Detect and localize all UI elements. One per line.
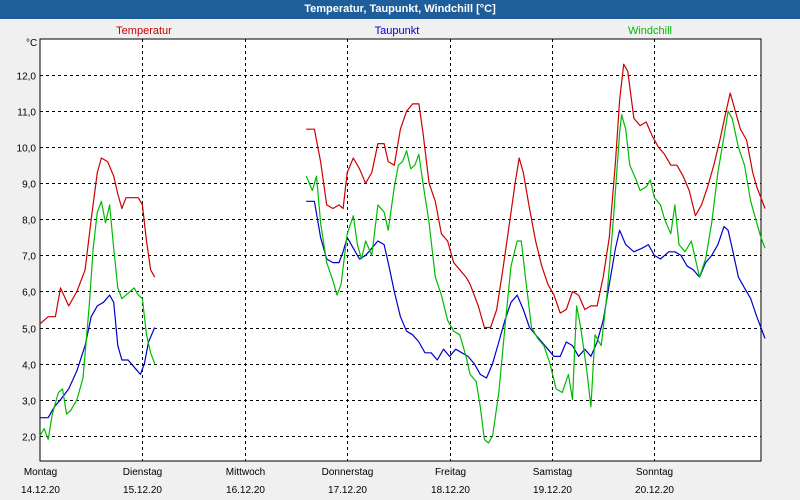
x-tick-date: 14.12.20 [21,485,60,496]
chart-area: °C 2,03,04,05,06,07,08,09,010,011,012,0 … [17,25,766,496]
series-line-taupunkt [40,294,156,419]
series-line-temperatur [39,157,156,325]
x-tick-date: 19.12.20 [533,485,572,496]
legend-taupunkt: Taupunkt [375,25,420,37]
x-tick-weekday: Samstag [533,467,572,478]
x-axis: Montag 14.12.20 Dienstag 15.12.20 Mittwoch 16… [21,467,674,496]
y-tick-label: 3,0 [22,397,36,408]
y-axis-unit-label: °C [26,38,37,49]
series-line-windchill [305,110,766,444]
legend: Temperatur Taupunkt Windchill [116,25,672,37]
y-tick-label: 4,0 [22,361,36,372]
x-tick-weekday: Sonntag [636,467,673,478]
y-tick-label: 7,0 [22,252,36,263]
x-tick-date: 20.12.20 [635,485,674,496]
y-tick-label: 6,0 [22,288,36,299]
series-line-windchill [39,200,156,440]
x-tick-weekday: Donnerstag [322,467,374,478]
legend-windchill: Windchill [628,25,672,37]
y-tick-label: 2,0 [22,433,36,444]
x-tick-date: 17.12.20 [328,485,367,496]
chart-title: Temperatur, Taupunkt, Windchill [°C] [0,0,800,19]
y-tick-label: 8,0 [22,216,36,227]
series-line-temperatur [306,63,766,329]
x-tick-weekday: Mittwoch [226,467,265,478]
x-tick-weekday: Montag [24,467,57,478]
x-tick-weekday: Freitag [435,467,466,478]
x-tick-date: 18.12.20 [431,485,470,496]
y-tick-label: 5,0 [22,325,36,336]
plot-background [39,38,762,462]
y-axis: °C 2,0 3,0 4,0 5,0 6,0 7,0 8,0 9,0 10,0 11,0 12,0 [17,38,38,444]
y-tick-label: 12,0 [17,72,37,83]
series-group [39,63,766,444]
legend-temperatur: Temperatur [116,25,172,37]
x-tick-weekday: Dienstag [123,467,162,478]
x-tick-date: 15.12.20 [123,485,162,496]
y-tick-label: 10,0 [17,144,37,155]
y-tick-label: 11,0 [17,108,36,119]
x-tick-date: 16.12.20 [226,485,265,496]
y-tick-label: 9,0 [22,180,36,191]
